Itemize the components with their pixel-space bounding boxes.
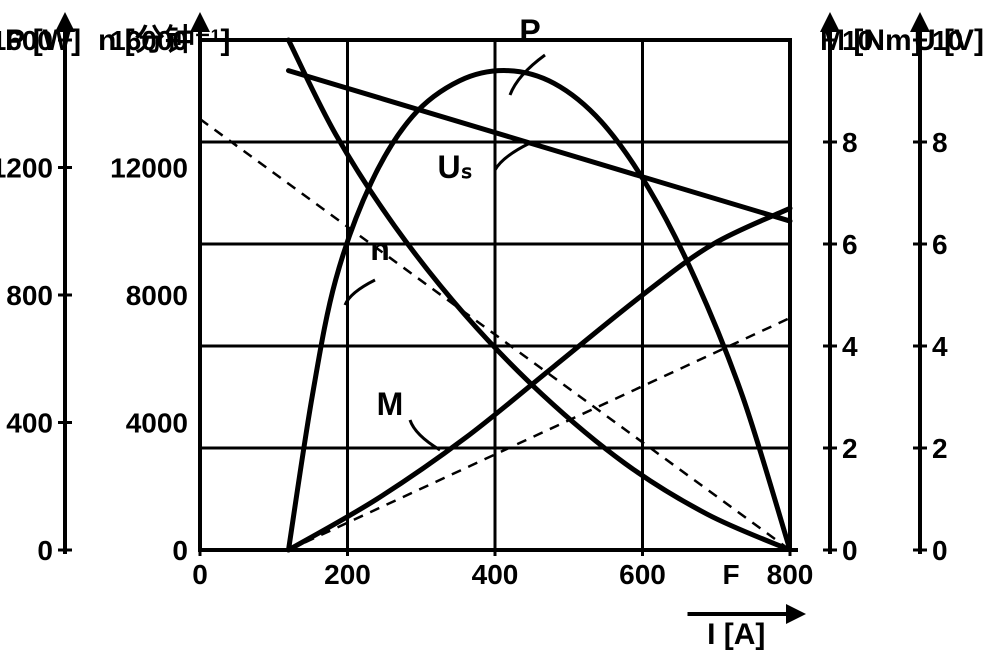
tick-label: 0 [192, 559, 208, 590]
tick-label: 400 [472, 559, 519, 590]
tick-label: 800 [767, 559, 814, 590]
unit-U: U [V] [914, 24, 984, 57]
tick-label: 0 [842, 535, 858, 566]
curve-Us-label: Uₛ [437, 149, 472, 185]
tick-label: 0 [172, 535, 188, 566]
tick-label: 8 [932, 127, 948, 158]
curve-M-label: M [377, 386, 404, 422]
tick-label: 200 [324, 559, 371, 590]
curve-n [289, 40, 791, 550]
tick-label: 800 [6, 280, 53, 311]
tick-label: 0 [37, 535, 53, 566]
curve-n-pointer [345, 280, 375, 305]
chart-container: 0400800120016000400080001200016000024681… [0, 0, 1000, 661]
curve-Us-pointer [495, 143, 530, 170]
tick-label: 12000 [110, 153, 188, 184]
curve-M [289, 208, 791, 550]
tick-label: 8000 [126, 280, 188, 311]
tick-label: 0 [932, 535, 948, 566]
tick-label: 6 [932, 229, 948, 260]
tick-label: 2 [932, 433, 948, 464]
tick-label: 4000 [126, 408, 188, 439]
tick-label: 1200 [0, 153, 53, 184]
tick-label: 8 [842, 127, 858, 158]
tick-label: 400 [6, 408, 53, 439]
curve-n-label: n [370, 231, 390, 267]
motor-characteristics-chart: 0400800120016000400080001200016000024681… [0, 0, 1000, 661]
curve-M-pointer [410, 420, 440, 450]
tick-label: 2 [842, 433, 858, 464]
tick-label: 4 [842, 331, 858, 362]
tick-label: 6 [842, 229, 858, 260]
unit-M: M [Nm] [820, 24, 922, 57]
f-label: F [722, 559, 739, 590]
unit-P: P [W] [5, 24, 81, 57]
tick-label: 4 [932, 331, 948, 362]
curve-P-label: P [519, 13, 540, 49]
tick-label: 600 [619, 559, 666, 590]
x-axis-label: I [A] [707, 618, 765, 651]
unit-n: n [分钟⁻¹] [98, 24, 230, 57]
curve-M-dash [289, 318, 791, 550]
